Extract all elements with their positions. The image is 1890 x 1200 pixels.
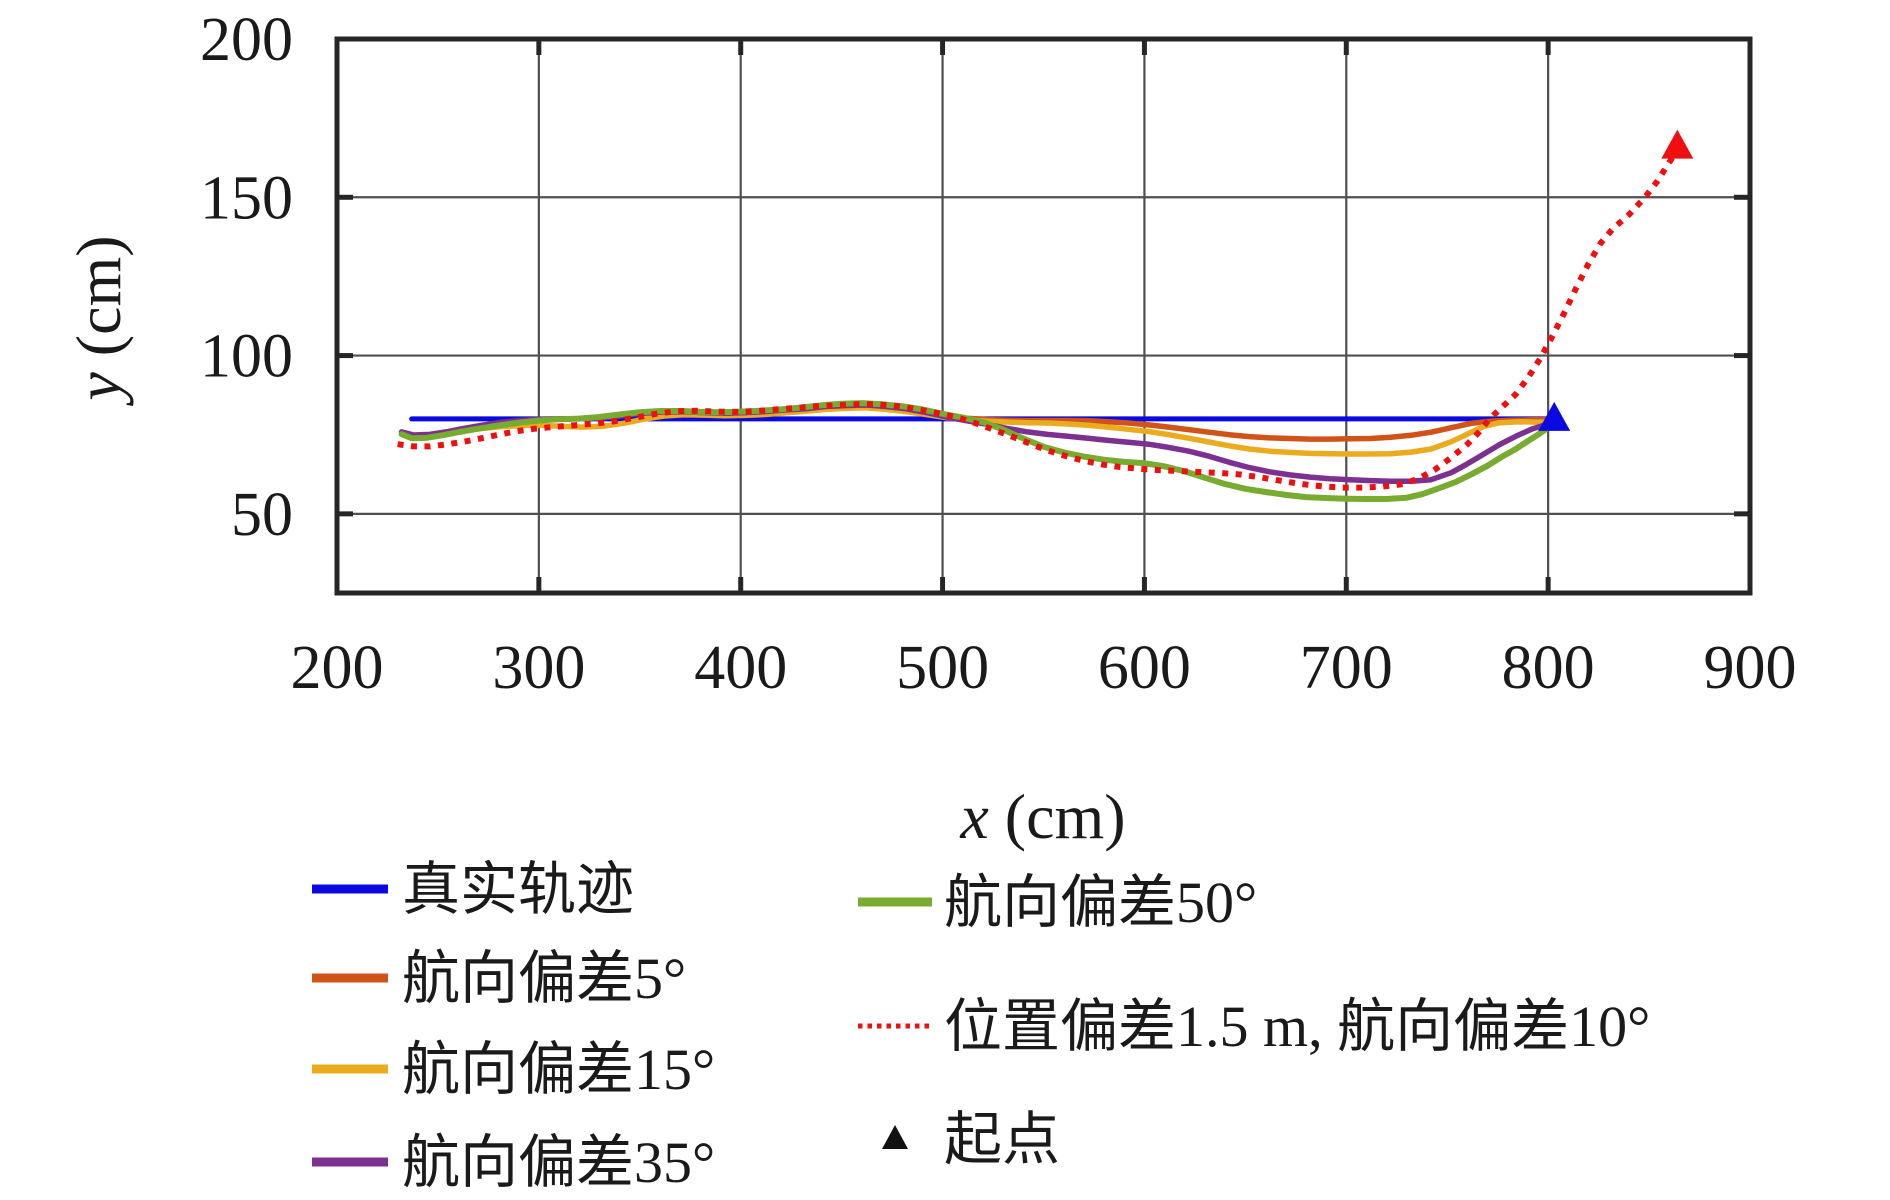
x-axis-label: x (cm) [959, 781, 1125, 852]
series-line-5 [397, 151, 1678, 491]
start-marker-blue-triangle-icon [1538, 401, 1571, 431]
legend-item-c0-r3-label: 航向偏差35° [402, 1130, 715, 1195]
legend-item-c1-r2-label: 起点 [944, 1107, 1060, 1172]
point-markers [1538, 129, 1694, 431]
y-tick-label-50: 50 [231, 481, 293, 549]
axis-ticks [334, 36, 1753, 593]
legend-item-c0-r2-label: 航向偏差15° [402, 1037, 715, 1102]
y-tick-label-200: 200 [200, 6, 293, 74]
series-lines [397, 151, 1678, 502]
y-axis-unit: (cm) [63, 235, 134, 372]
y-tick-label-150: 150 [200, 164, 293, 232]
x-tick-label-400: 400 [694, 634, 787, 702]
legend-item-c1-r0-label: 航向偏差50° [944, 870, 1257, 935]
y-axis-label: y (cm) [63, 235, 134, 406]
x-tick-label-300: 300 [492, 634, 585, 702]
legend-item-c0-r1-label: 航向偏差5° [402, 946, 686, 1011]
axes-box [334, 36, 1753, 596]
x-tick-label-700: 700 [1300, 634, 1393, 702]
x-tick-label-600: 600 [1098, 634, 1191, 702]
series-line-4 [398, 400, 1558, 502]
legend-item-c0-r0-label: 真实轨迹 [402, 857, 634, 922]
tick-labels: 200 300 400 500 600 700 800 900 50 100 150 200 [200, 6, 1797, 702]
x-axis-variable: x [959, 781, 988, 852]
y-tick-label-100: 100 [200, 323, 293, 391]
end-marker-red-triangle-icon [1661, 129, 1694, 159]
gridlines [337, 39, 1750, 593]
x-tick-label-800: 800 [1502, 634, 1595, 702]
x-tick-label-200: 200 [291, 634, 384, 702]
x-axis-unit: (cm) [989, 781, 1126, 852]
legend-item-c1-r2-triangle-icon [882, 1125, 908, 1149]
x-tick-label-500: 500 [896, 634, 989, 702]
plot-border [334, 36, 1753, 596]
legend-item-c1-r1-label: 位置偏差1.5 m, 航向偏差10° [944, 994, 1650, 1059]
x-tick-label-900: 900 [1704, 634, 1797, 702]
y-axis-variable: y [63, 372, 134, 407]
series-line-2 [398, 405, 1557, 457]
